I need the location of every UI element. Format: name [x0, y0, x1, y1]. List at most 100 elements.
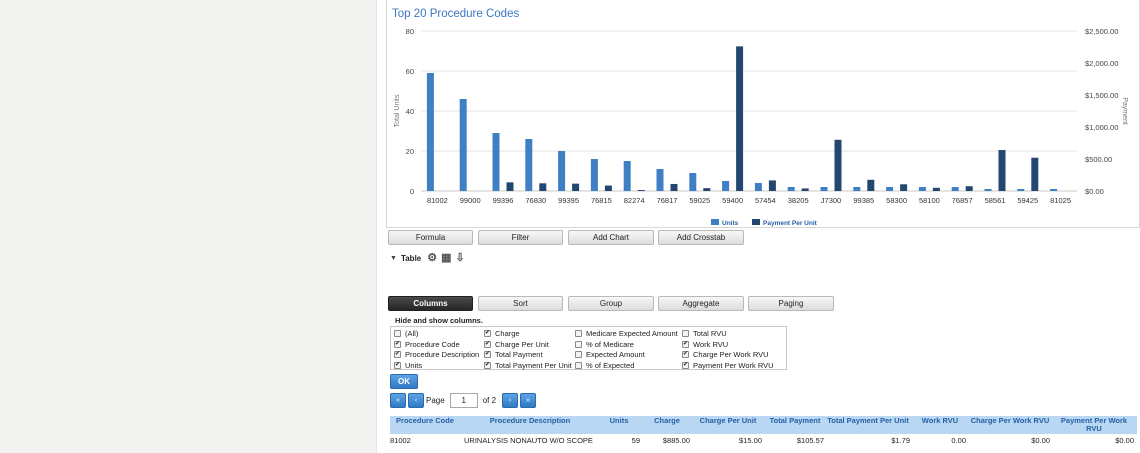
column-checkbox[interactable]: ✔ [484, 330, 491, 337]
bar-units [656, 169, 664, 191]
x-axis-tick-label: 81002 [427, 196, 448, 205]
bar-payment-per-unit [670, 183, 678, 191]
column-checkbox[interactable] [394, 330, 401, 337]
x-axis-tick-label: 59425 [1017, 196, 1038, 205]
column-option[interactable]: ✔ Payment Per Work RVU [682, 361, 774, 370]
column-option-label: Procedure Description [405, 350, 480, 359]
column-header[interactable]: Charge Per Work RVU [970, 416, 1050, 425]
table-cell: 59 [631, 436, 640, 445]
column-option[interactable]: ✔ Charge [484, 329, 520, 338]
add-chart-button[interactable]: Add Chart [568, 230, 654, 245]
page-count-label: of 2 [482, 396, 497, 405]
column-option[interactable]: Medicare Expected Amount [575, 329, 678, 338]
column-option[interactable]: Total RVU [682, 329, 727, 338]
column-checkbox[interactable]: ✔ [484, 351, 491, 358]
column-option[interactable]: ✔ Units [394, 361, 422, 370]
column-option[interactable]: (All) [394, 329, 418, 338]
last-page-button[interactable]: » [520, 393, 537, 408]
bar-payment-per-unit [637, 190, 645, 191]
column-header[interactable]: Payment Per Work RVU [1060, 416, 1128, 433]
filter-button[interactable]: Filter [478, 230, 563, 245]
bar-units [918, 187, 926, 191]
table-cell: $0.00 [1115, 436, 1134, 445]
tab-sort[interactable]: Sort [478, 296, 563, 311]
next-page-button[interactable]: › [502, 393, 519, 408]
x-axis-tick-label: 58100 [919, 196, 940, 205]
table-row[interactable]: 81002 URINALYSIS NONAUTO W/O SCOPE 59 $885.… [390, 434, 1137, 453]
collapse-caret-icon[interactable]: ▼ [390, 254, 397, 262]
left-axis-tick-label: 60 [406, 67, 414, 76]
column-checkbox[interactable]: ✔ [682, 361, 689, 369]
hide-show-label: Hide and show columns. [395, 316, 483, 325]
column-header[interactable]: Units [609, 416, 629, 425]
column-option[interactable]: ✔ Charge Per Unit [484, 340, 549, 349]
bar-units [1017, 189, 1025, 191]
formula-button[interactable]: Formula [388, 230, 473, 245]
bar-units [754, 183, 762, 191]
layout-grid-icon[interactable]: ▦ [441, 252, 452, 264]
table-cell: 0.00 [951, 436, 966, 445]
column-option[interactable]: ✔ Work RVU [682, 340, 728, 349]
legend-swatch-units [711, 219, 719, 225]
tab-aggregate[interactable]: Aggregate [658, 296, 744, 311]
column-header[interactable]: Charge Per Unit [699, 416, 757, 425]
column-checkbox[interactable]: ✔ [394, 361, 401, 369]
add-crosstab-button[interactable]: Add Crosstab [658, 230, 744, 245]
bar-payment-per-unit [900, 184, 908, 191]
column-option[interactable]: ✔ Procedure Code [394, 340, 460, 349]
x-axis-tick-label: 81025 [1050, 196, 1071, 205]
table-cell: $0.00 [1031, 436, 1050, 445]
column-header[interactable]: Total Payment [769, 416, 821, 425]
right-axis-tick-label: $1,000.00 [1085, 123, 1118, 132]
first-page-button[interactable]: « [390, 393, 406, 408]
column-option[interactable]: % of Expected [575, 361, 634, 370]
column-option[interactable]: ✔ Total Payment [484, 350, 543, 359]
column-checkbox[interactable]: ✔ [682, 340, 689, 348]
tab-columns[interactable]: Columns [388, 296, 473, 311]
column-checkbox[interactable]: ✔ [484, 361, 491, 369]
right-axis-tick-label: $500.00 [1085, 155, 1112, 164]
column-header[interactable]: Procedure Code [396, 416, 454, 425]
column-checkbox[interactable]: ✔ [394, 340, 401, 348]
column-header[interactable]: Charge [654, 416, 680, 425]
column-checkbox[interactable] [682, 330, 689, 337]
column-checkbox[interactable]: ✔ [394, 351, 401, 358]
column-checkbox[interactable] [575, 340, 582, 348]
ok-button[interactable]: OK [390, 374, 418, 389]
bar-units [689, 173, 697, 191]
bar-payment-per-unit [1031, 157, 1039, 191]
export-download-icon[interactable]: ⇩ [455, 252, 465, 264]
bar-payment-per-unit [506, 182, 514, 191]
x-axis-tick-label: 76815 [591, 196, 612, 205]
tab-paging[interactable]: Paging [748, 296, 834, 311]
page-number-input[interactable]: 1 [449, 393, 478, 408]
column-option-label: Procedure Code [405, 339, 460, 349]
pane-divider[interactable] [376, 0, 377, 453]
column-option[interactable]: Expected Amount [575, 350, 645, 359]
x-axis-tick-label: 99396 [493, 196, 514, 205]
column-header[interactable]: Total Payment Per Unit [827, 416, 909, 425]
column-checkbox[interactable]: ✔ [484, 340, 491, 348]
column-option[interactable]: ✔ Total Payment Per Unit [484, 361, 572, 370]
bar-payment-per-unit [736, 46, 744, 191]
prev-page-button[interactable]: ‹ [408, 393, 424, 408]
settings-gear-icon[interactable]: ⚙ [427, 252, 438, 264]
right-axis-tick-label: $2,000.00 [1085, 59, 1118, 68]
column-checkbox[interactable] [575, 351, 582, 358]
x-axis-tick-label: 58300 [886, 196, 907, 205]
bar-payment-per-unit [801, 188, 809, 191]
column-option[interactable]: % of Medicare [575, 340, 634, 349]
table-section-header[interactable]: ▼ Table ⚙ ▦ ⇩ [390, 252, 465, 264]
column-checkbox[interactable] [575, 330, 582, 337]
right-axis-title: Payment [1121, 97, 1128, 125]
column-option[interactable]: ✔ Procedure Description [394, 350, 479, 359]
column-checkbox[interactable]: ✔ [682, 351, 689, 358]
column-header[interactable]: Work RVU [921, 416, 959, 425]
column-option[interactable]: ✔ Charge Per Work RVU [682, 350, 769, 359]
column-checkbox[interactable] [575, 361, 582, 369]
column-header[interactable]: Procedure Description [489, 416, 571, 425]
tab-group[interactable]: Group [568, 296, 654, 311]
x-axis-tick-label: 76857 [952, 196, 973, 205]
column-option-label: Total RVU [693, 329, 727, 338]
bar-units [558, 151, 566, 191]
